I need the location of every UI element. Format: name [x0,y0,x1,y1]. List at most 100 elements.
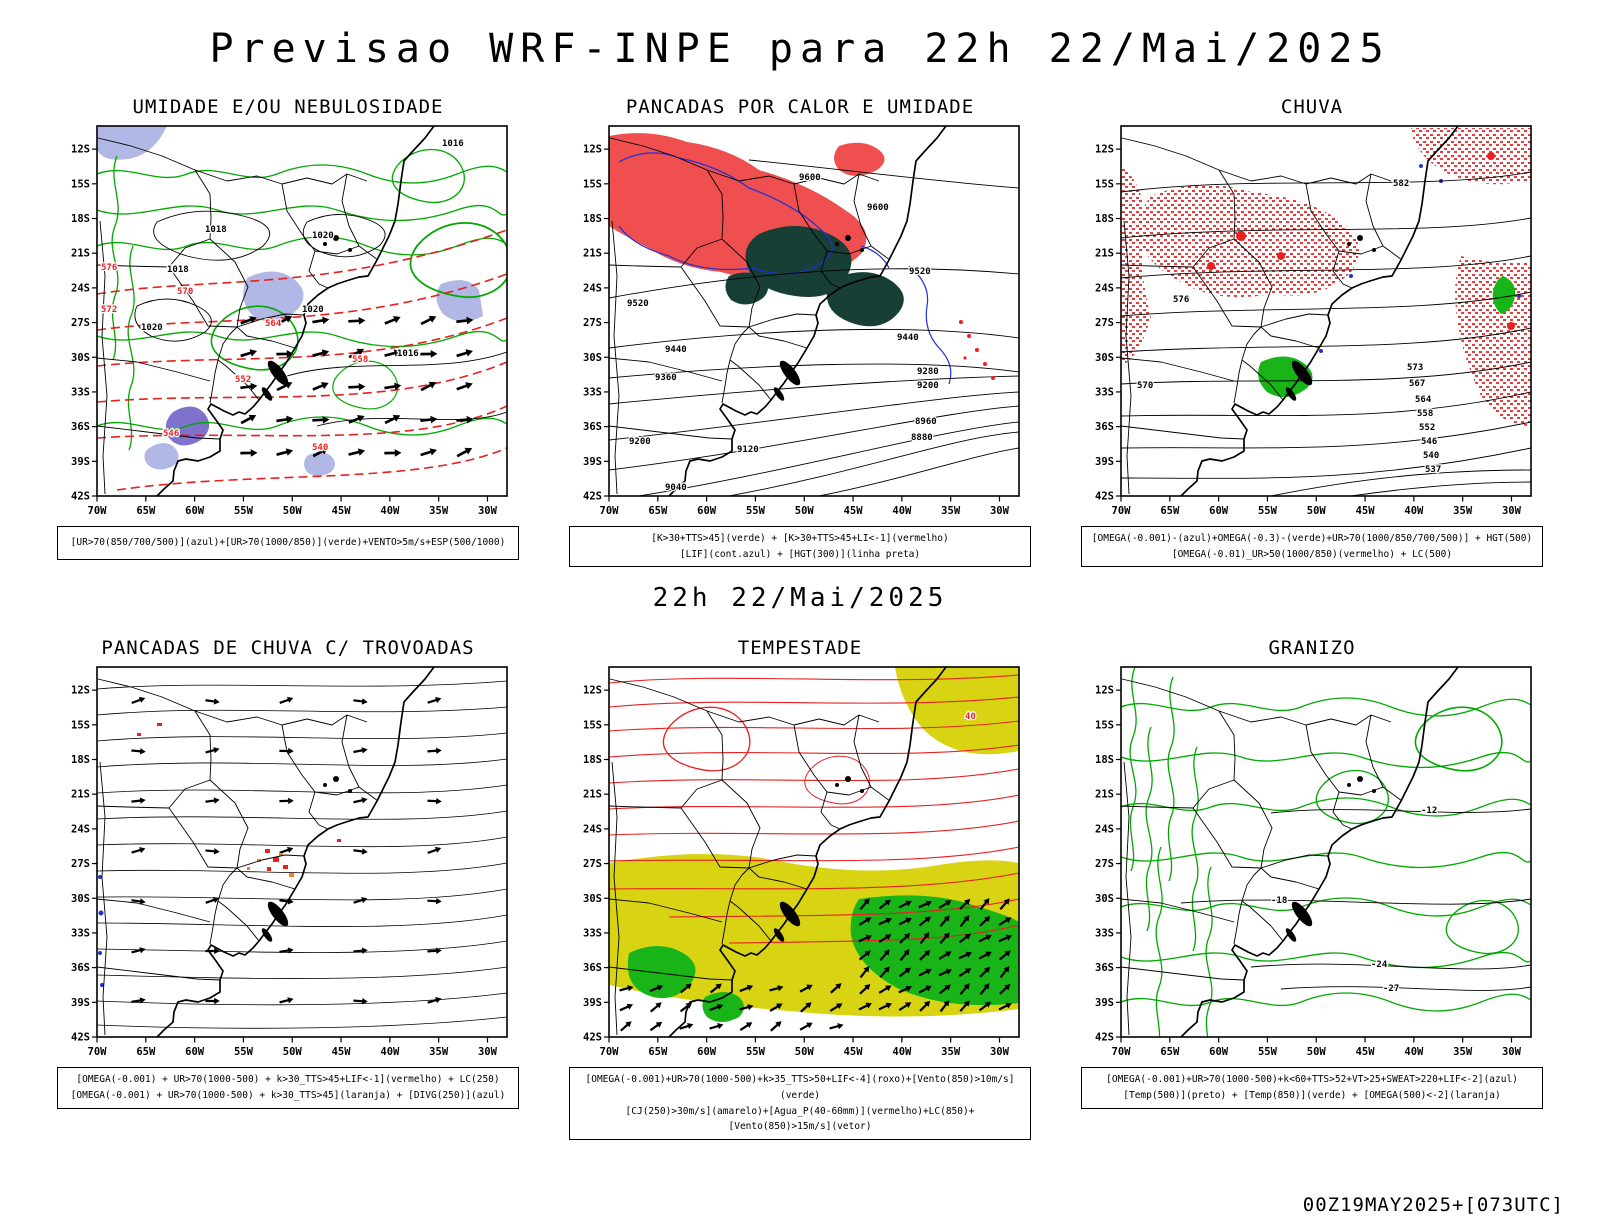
red-streamlines [609,674,1019,944]
map-tempestade: 40 12S 15S 18S 21S 24S 27S 30S 33S 36S 39S 42S 70W 6… [583,666,1020,1058]
lat-label: 12S [71,144,90,156]
lon-label: 35W [941,1046,961,1058]
lon-label: 60W [185,505,205,517]
contour-labels: 9600 9600 9520 9520 9440 9440 9360 9280 … [626,172,940,494]
lon-label: 55W [234,1046,254,1058]
lat-label: 18S [1095,754,1114,766]
lat-label: 42S [71,491,90,503]
lat-label: 33S [583,928,602,940]
lon-label: 30W [478,505,498,517]
map-axes: 12S 15S 18S 21S 24S 27S 30S 33S 36S 39S 42S 70W 65W 6… [583,144,1010,517]
map-axes: 12S 15S 18S 21S 24S 27S 30S 33S 36S 39S 42S 70W 65W 6… [1095,685,1522,1058]
borders [96,678,379,1036]
lat-label: 39S [583,456,602,468]
lon-label: 70W [600,505,620,517]
lon-label: 55W [1258,1046,1278,1058]
lat-label: 30S [71,352,90,364]
lat-label: 39S [583,997,602,1009]
lon-label: 50W [795,505,815,517]
contour-label: 576 [101,263,117,273]
hgt500-contours [1121,171,1531,496]
contour-label: 9120 [737,445,759,455]
lat-label: 21S [1095,789,1114,801]
contour-label: 9520 [909,267,931,277]
lon-label: 45W [844,1046,864,1058]
lat-label: 15S [1095,720,1114,732]
contour-label: 537 [1425,465,1441,475]
lat-label: 18S [71,754,90,766]
panel-title: UMIDADE E/OU NEBULOSIDADE [132,96,444,118]
lon-label: 35W [429,505,449,517]
panel-pancadas-calor: PANCADAS POR CALOR E UMIDADE [557,96,1043,568]
contour-label: -12 [1421,806,1437,816]
contour-label: 9200 [917,381,939,391]
panel-trovoadas: PANCADAS DE CHUVA C/ TROVOADAS [45,637,531,1140]
lon-label: 60W [185,1046,205,1058]
lat-label: 21S [71,789,90,801]
red-speckles [959,320,995,380]
map-trovoadas: 12S 15S 18S 21S 24S 27S 30S 33S 36S 39S 42S 70W 65W 6… [71,666,508,1058]
lon-label: 35W [1453,505,1473,517]
lon-label: 70W [1112,1046,1132,1058]
panel-title: GRANIZO [1268,637,1356,660]
lat-label: 39S [1095,456,1114,468]
lon-label: 35W [1453,1046,1473,1058]
lat-label: 39S [71,997,90,1009]
contour-label: 8880 [911,433,933,443]
lat-label: 30S [1095,893,1114,905]
contour-labels: 40 [964,711,977,723]
lon-label: 60W [1209,505,1229,517]
lat-label: 15S [71,178,90,190]
wind-arrows [239,312,475,460]
caption-box: [OMEGA(-0.001)+UR>70(1000-500)+k<60+TTS>… [1081,1067,1543,1109]
lat-label: 27S [583,858,602,870]
lon-label: 65W [136,505,156,517]
lat-label: 33S [1095,928,1114,940]
lat-label: 24S [1095,282,1114,294]
lat-label: 24S [71,824,90,836]
lon-label: 40W [892,505,912,517]
lon-label: 50W [1307,505,1327,517]
lon-label: 70W [88,505,108,517]
lat-label: 39S [71,456,90,468]
caption-line: [K>30+TTS>45](verde) + [K>30+TTS>45+LI<-… [651,533,949,544]
panel-title: CHUVA [1280,96,1344,118]
caption-line: [OMEGA(-0.01)_UR>50(1000/850)(vermelho) … [1171,548,1453,560]
contour-label: 573 [1407,363,1423,373]
map-chuva: 582 576 573 570 567 564 558 552 546 540 … [1095,125,1532,517]
caption-line: [LIF](cont.azul) + [HGT(300)](linha pret… [679,548,921,560]
lat-label: 42S [1095,491,1114,503]
contour-label: 546 [1421,437,1437,447]
lat-label: 12S [583,685,602,697]
contour-label: 9440 [897,333,919,343]
lon-label: 45W [1356,505,1376,517]
lon-label: 40W [892,1046,912,1058]
map-frame [96,125,508,497]
contour-label: 9520 [627,299,649,309]
map-granizo: -12 -18 -24 -27 12S 15S 18S 21S 24S 27S 30S 33S… [1095,666,1532,1058]
lon-label: 45W [844,505,864,517]
caption-box: [K>30+TTS>45](verde) + [K>30+TTS>45+LI<-… [569,526,1031,568]
map-overlay [609,667,1019,1034]
contour-label: 9200 [629,437,651,447]
contour-label: 552 [235,375,251,385]
map-overlay [97,126,507,491]
contour-label: 546 [163,429,179,439]
lat-label: 33S [71,386,90,398]
contour-label: 570 [177,287,193,297]
lon-label: 55W [746,505,766,517]
panel-title: PANCADAS DE CHUVA C/ TROVOADAS [101,637,475,660]
contour-label: 1020 [312,231,334,241]
lon-label: 30W [1502,1046,1522,1058]
lat-label: 21S [583,248,602,260]
contour-label: 567 [1409,379,1425,389]
contour-label: 582 [1393,179,1409,189]
contour-label: 1018 [167,265,189,275]
contour-label: 9440 [665,345,687,355]
streamlines [97,680,507,1030]
lat-label: 27S [1095,858,1114,870]
lon-label: 50W [1307,1046,1327,1058]
caption-line: [Temp(500)](preto) + [Temp(850)](verde) … [1123,1090,1501,1102]
lat-label: 24S [1095,824,1114,836]
borders [1120,137,1403,495]
